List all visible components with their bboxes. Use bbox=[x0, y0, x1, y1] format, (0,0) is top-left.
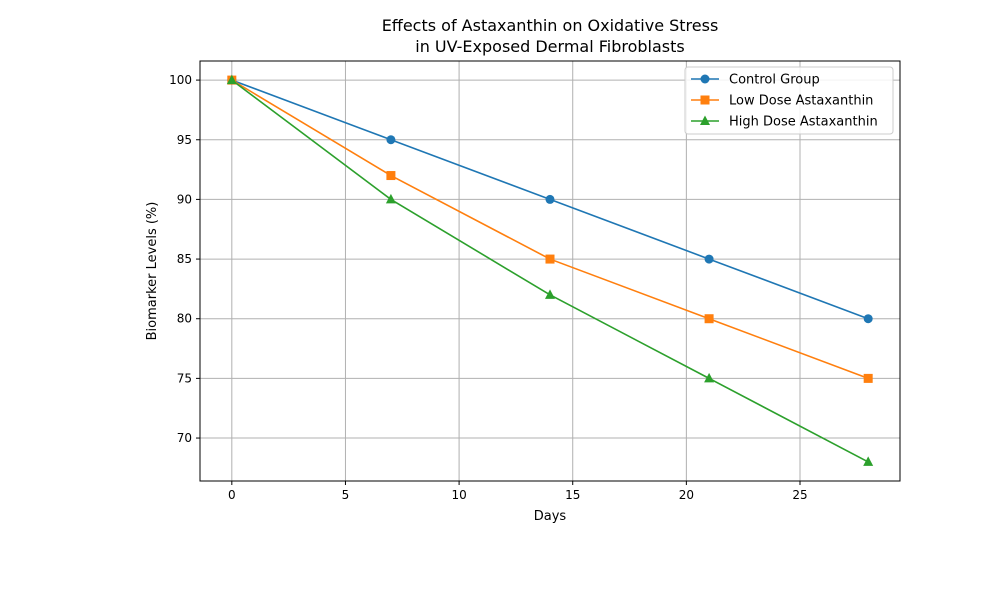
y-tick-label: 70 bbox=[177, 431, 192, 445]
y-tick-label: 75 bbox=[177, 371, 192, 385]
x-axis: 0 5 10 15 20 25 bbox=[228, 481, 808, 502]
y-tick-label: 100 bbox=[169, 73, 192, 87]
x-tick-label: 25 bbox=[792, 488, 807, 502]
x-tick-label: 5 bbox=[342, 488, 350, 502]
y-tick-label: 80 bbox=[177, 312, 192, 326]
y-axis: 70 75 80 85 90 95 100 bbox=[169, 73, 200, 445]
legend-label: Control Group bbox=[729, 73, 820, 88]
data-point bbox=[863, 456, 874, 466]
x-tick-label: 15 bbox=[565, 488, 580, 502]
legend-box bbox=[684, 66, 894, 135]
data-point bbox=[704, 372, 715, 383]
data-point bbox=[704, 254, 714, 264]
data-point bbox=[226, 74, 237, 85]
data-point bbox=[863, 314, 873, 324]
data-point bbox=[386, 171, 396, 181]
chart-title-line-1: Effects of Astaxanthin on Oxidative Stre… bbox=[382, 16, 719, 35]
series-2 bbox=[226, 74, 874, 466]
x-axis-label: Days bbox=[534, 509, 567, 524]
y-tick-label: 90 bbox=[177, 192, 192, 206]
legend-marker bbox=[700, 95, 710, 105]
legend-item: High Dose Astaxanthin bbox=[691, 115, 878, 130]
legend-item: Low Dose Astaxanthin bbox=[691, 94, 873, 109]
legend-marker bbox=[700, 74, 710, 84]
y-tick-label: 85 bbox=[177, 252, 192, 266]
data-point bbox=[386, 135, 396, 145]
y-tick-label: 95 bbox=[177, 133, 192, 147]
series-layer bbox=[226, 74, 874, 466]
x-tick-label: 10 bbox=[451, 488, 466, 502]
data-point bbox=[545, 254, 555, 264]
data-point bbox=[545, 289, 555, 299]
legend: Control Group Low Dose Astaxanthin High Do… bbox=[684, 66, 894, 135]
legend-marker bbox=[700, 115, 710, 125]
legend-label: High Dose Astaxanthin bbox=[729, 115, 878, 130]
data-point bbox=[385, 193, 396, 204]
chart-title-line-2: in UV-Exposed Dermal Fibroblasts bbox=[415, 37, 685, 56]
data-point bbox=[704, 314, 714, 324]
plot-frame bbox=[199, 60, 901, 482]
y-axis-label: Biomarker Levels (%) bbox=[145, 202, 160, 341]
x-tick-label: 0 bbox=[228, 488, 236, 502]
data-point bbox=[863, 373, 873, 383]
legend-item: Control Group bbox=[691, 73, 820, 88]
legend-label: Low Dose Astaxanthin bbox=[729, 94, 873, 109]
data-point bbox=[545, 194, 555, 204]
series-0 bbox=[227, 75, 873, 324]
x-tick-label: 20 bbox=[679, 488, 694, 502]
